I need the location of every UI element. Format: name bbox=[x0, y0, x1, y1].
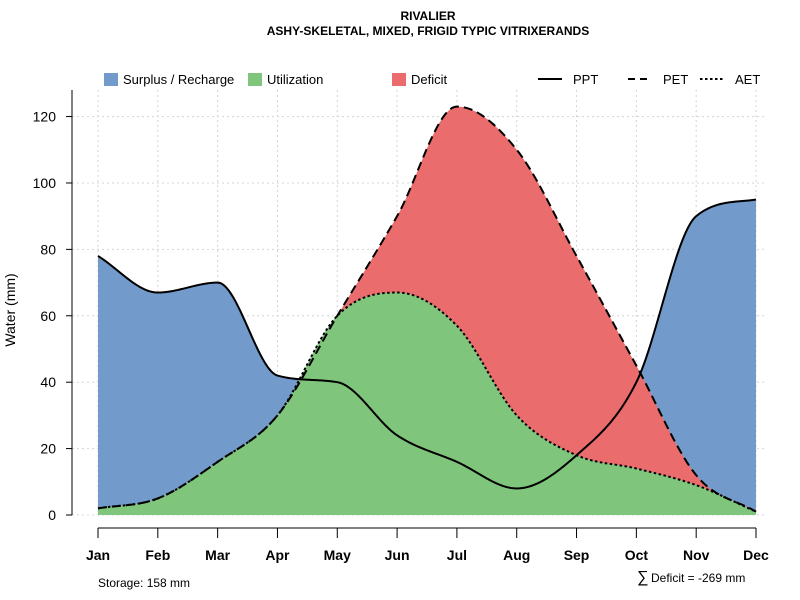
y-axis-label: Water (mm) bbox=[2, 273, 18, 346]
legend-swatch bbox=[392, 73, 406, 86]
x-tick-label: Apr bbox=[265, 547, 290, 563]
y-tick-label: 100 bbox=[33, 175, 57, 191]
legend-label: PET bbox=[663, 72, 688, 87]
legend: Surplus / Recharge Utilization Deficit PPT P… bbox=[104, 72, 760, 87]
deficit-annotation: Deficit = -269 mm bbox=[651, 571, 745, 585]
legend-swatch bbox=[104, 73, 118, 86]
y-tick-label: 120 bbox=[33, 109, 57, 125]
x-tick-label: Feb bbox=[145, 547, 170, 563]
x-tick-label: Mar bbox=[205, 547, 230, 563]
chart-subtitle: ASHY-SKELETAL, MIXED, FRIGID TYPIC VITRI… bbox=[267, 24, 589, 38]
y-tick-label: 0 bbox=[48, 507, 56, 523]
y-tick-label: 60 bbox=[40, 308, 56, 324]
x-tick-label: Sep bbox=[564, 547, 590, 563]
legend-label: AET bbox=[735, 72, 760, 87]
sum-symbol: ∑ bbox=[637, 569, 648, 586]
x-tick-label: Aug bbox=[503, 547, 530, 563]
x-tick-label: Oct bbox=[625, 547, 649, 563]
series-line-pet bbox=[97, 105, 757, 513]
series-line-ppt bbox=[97, 198, 757, 490]
legend-swatch bbox=[248, 73, 262, 86]
y-tick-label: 20 bbox=[40, 441, 56, 457]
legend-label: Utilization bbox=[267, 72, 323, 87]
axes: 0 20 40 60 80 100 120 Jan Feb Mar Apr May Jun Jul Aug S… bbox=[33, 90, 769, 563]
legend-label: Surplus / Recharge bbox=[123, 72, 234, 87]
chart-title: RIVALIER bbox=[400, 9, 455, 23]
legend-label: Deficit bbox=[411, 72, 448, 87]
series-line-aet bbox=[97, 291, 757, 513]
legend-label: PPT bbox=[573, 72, 598, 87]
x-tick-label: Dec bbox=[743, 547, 769, 563]
x-tick-label: Jul bbox=[447, 547, 467, 563]
series-lines bbox=[97, 105, 757, 513]
utilization-area bbox=[98, 292, 756, 515]
deficit-area bbox=[98, 106, 756, 512]
x-tick-label: Jun bbox=[385, 547, 410, 563]
x-tick-label: Nov bbox=[683, 547, 710, 563]
y-tick-label: 40 bbox=[40, 374, 56, 390]
x-tick-label: Jan bbox=[86, 547, 110, 563]
x-tick-label: May bbox=[324, 547, 351, 563]
storage-annotation: Storage: 158 mm bbox=[98, 576, 190, 590]
area-fills bbox=[98, 106, 756, 515]
y-tick-label: 80 bbox=[40, 241, 56, 257]
